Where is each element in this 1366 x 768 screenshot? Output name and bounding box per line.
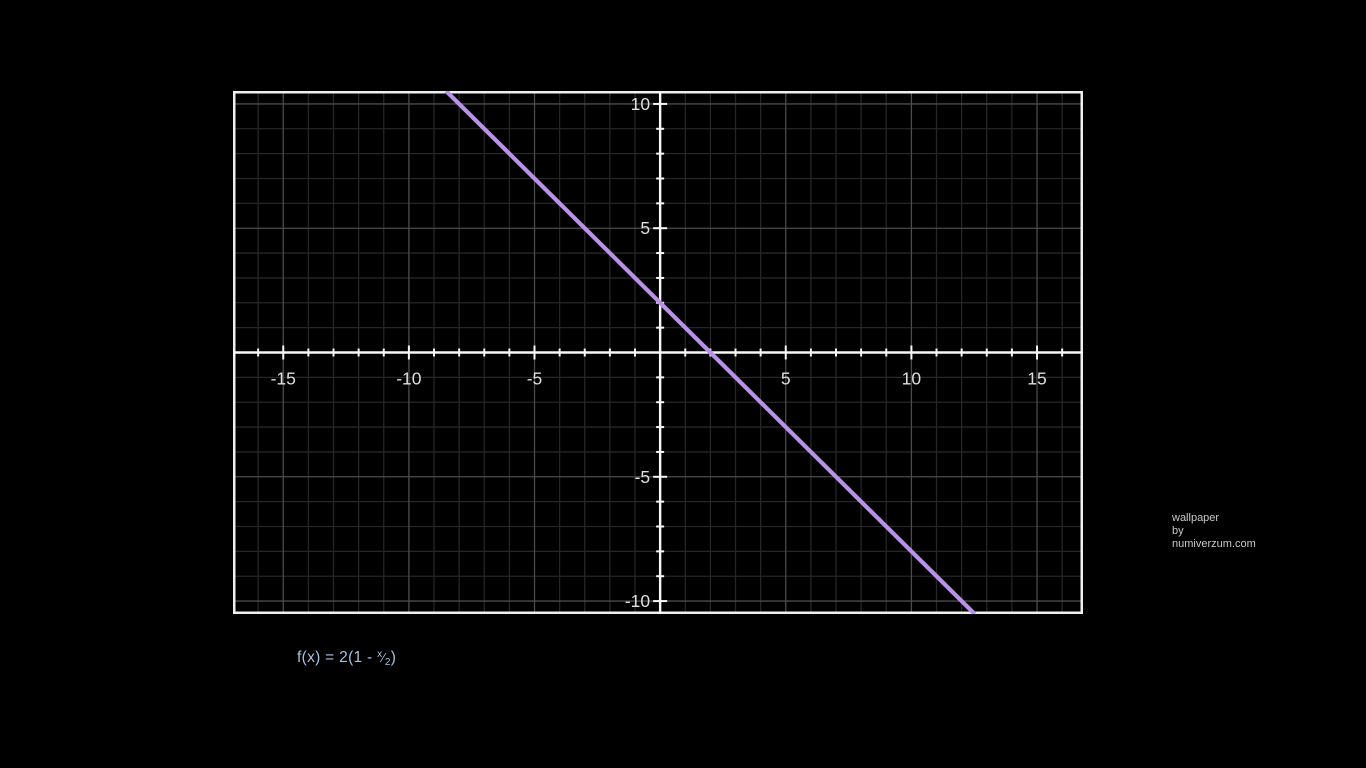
axis-tick-label: -5 [527, 369, 543, 389]
axis-tick-label: 10 [631, 94, 651, 114]
axis-tick-label: -10 [625, 591, 651, 611]
formula-fraction-slash: ⁄ [382, 650, 385, 665]
formula-suffix: ) [390, 649, 397, 666]
watermark-credit: wallpaper by numiverzum.com [1172, 512, 1256, 551]
credit-line-3: numiverzum.com [1172, 538, 1256, 550]
formula-prefix: f(x) = 2(1 - [297, 649, 378, 666]
axis-tick-label: 5 [781, 369, 791, 389]
axis-tick-label: 5 [640, 218, 650, 238]
function-formula-label: f(x) = 2(1 - x⁄2) [297, 649, 396, 668]
formula-numerator: x [377, 649, 383, 660]
axis-tick-labels: -15 -10 -5 5 10 15 -10 -5 5 10 [271, 94, 1047, 611]
axes [233, 91, 1083, 614]
axis-tick-label: 15 [1027, 369, 1046, 389]
credit-line-1: wallpaper [1172, 512, 1220, 524]
axis-tick-label: -5 [635, 467, 651, 487]
axis-tick-label: -15 [271, 369, 296, 389]
chart-canvas: -15 -10 -5 5 10 15 -10 -5 5 10 [233, 91, 1083, 614]
formula-denominator: 2 [384, 657, 391, 668]
credit-line-2: by [1172, 525, 1184, 537]
axis-tick-label: -10 [396, 369, 422, 389]
axis-tick-label: 10 [902, 369, 922, 389]
function-line [444, 91, 977, 614]
graph-plot: -15 -10 -5 5 10 15 -10 -5 5 10 [233, 91, 1083, 614]
